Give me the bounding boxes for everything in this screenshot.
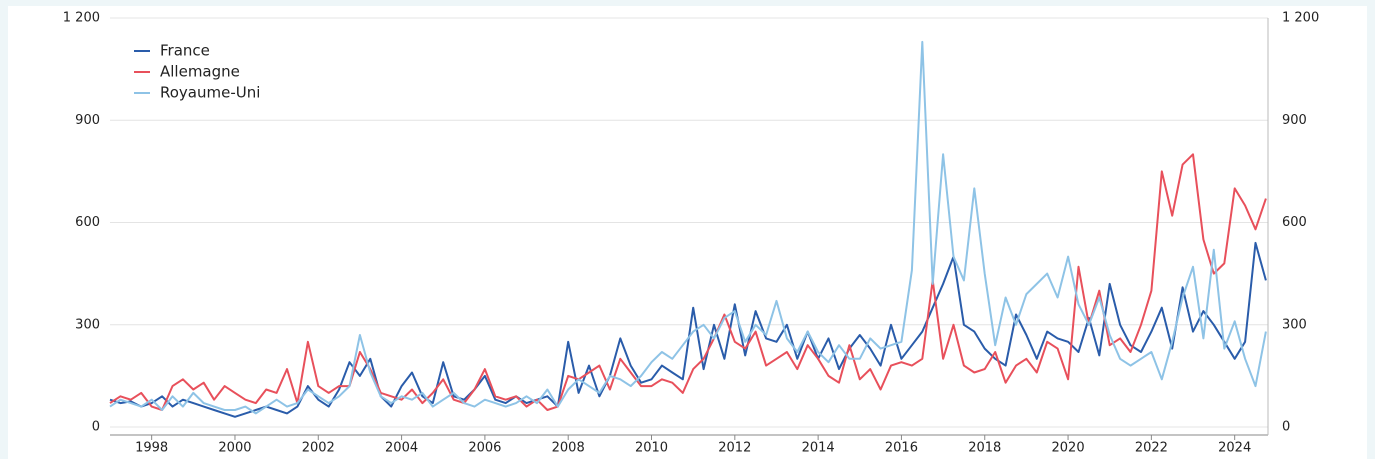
- y2-tick-label: 900: [1282, 113, 1307, 128]
- x-tick-label: 2004: [385, 441, 418, 456]
- y2-tick-label: 1 200: [1282, 11, 1319, 26]
- x-tick-label: 2008: [552, 441, 585, 456]
- x-tick-label: 2014: [802, 441, 835, 456]
- x-tick-label: 2018: [968, 441, 1001, 456]
- x-tick-label: 2020: [1052, 441, 1085, 456]
- x-tick-label: 2012: [718, 441, 751, 456]
- line-series: [109, 40, 1267, 415]
- y-tick-label: 900: [75, 113, 100, 128]
- legend-label: Allemagne: [160, 63, 240, 81]
- x-tick-label: 2010: [635, 441, 668, 456]
- x-tick-label: 2022: [1135, 441, 1168, 456]
- x-tick-label: 2002: [302, 441, 335, 456]
- legend-label: France: [160, 42, 210, 60]
- x-tick-label: 2000: [218, 441, 251, 456]
- y-tick-label: 300: [75, 317, 100, 332]
- y2-tick-label: 0: [1282, 420, 1290, 435]
- x-tick-label: 1998: [135, 441, 168, 456]
- x-tick-label: 2024: [1218, 441, 1251, 456]
- y-tick-label: 1 200: [63, 11, 100, 26]
- y2-tick-label: 300: [1282, 317, 1307, 332]
- legend-label: Royaume-Uni: [160, 84, 260, 102]
- x-tick-label: 2016: [885, 441, 918, 456]
- x-tick-label: 2006: [468, 441, 501, 456]
- legend: France Allemagne Royaume-Uni: [134, 42, 260, 102]
- y-tick-label: 0: [92, 420, 100, 435]
- y-tick-label: 600: [75, 215, 100, 230]
- y2-tick-label: 600: [1282, 215, 1307, 230]
- line-series: [109, 153, 1267, 411]
